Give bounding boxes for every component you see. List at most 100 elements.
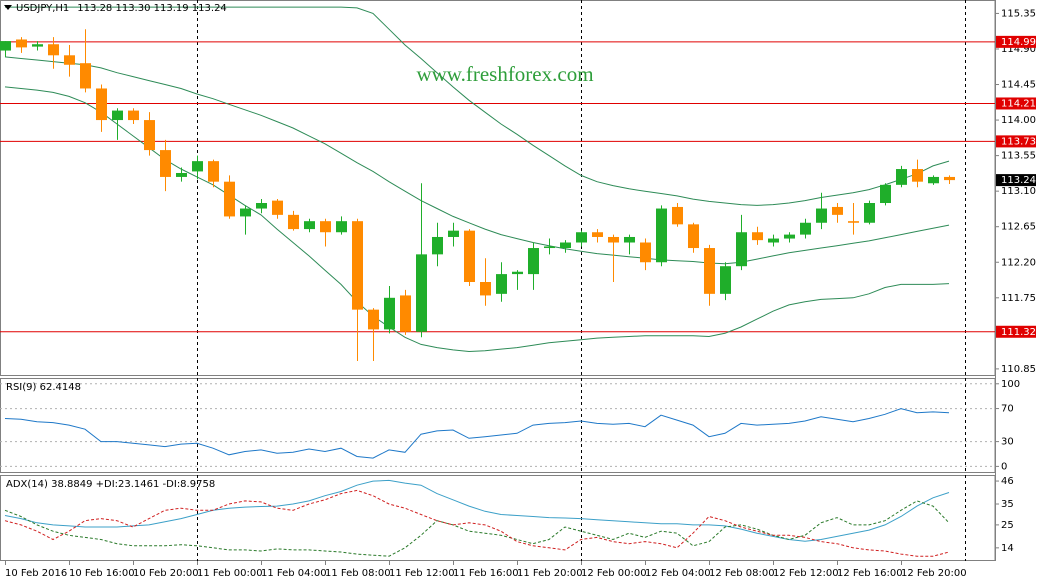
- y-tick-label: 113.55: [1001, 151, 1036, 162]
- y-tick-label: 111.75: [1001, 293, 1036, 304]
- y-tick-label: 25: [1001, 520, 1014, 531]
- candle-body: [208, 161, 219, 182]
- candle-body: [816, 208, 827, 223]
- y-tick-label: 114.00: [1001, 115, 1036, 126]
- candle-body: [496, 274, 507, 294]
- candle-body: [224, 181, 235, 217]
- candle-body: [240, 208, 251, 217]
- candle-body: [400, 295, 411, 332]
- candle-body: [512, 271, 523, 275]
- candle-body: [16, 39, 27, 48]
- level-label: 114.99: [1001, 37, 1036, 48]
- candle-body: [800, 222, 811, 235]
- candle-body: [0, 41, 11, 51]
- candle-body: [64, 55, 75, 65]
- candle-body: [320, 221, 331, 233]
- current-price-label: 113.24: [1001, 175, 1036, 186]
- candle-body: [80, 63, 91, 89]
- chart-title: USDJPY,H1: [16, 3, 69, 14]
- price-plot: [0, 6, 995, 361]
- candle-body: [160, 150, 171, 177]
- level-label: 114.21: [1001, 98, 1036, 109]
- y-tick-label: 110.85: [1001, 364, 1036, 375]
- y-tick-label: 112.20: [1001, 257, 1036, 268]
- candle-body: [272, 200, 283, 215]
- candle-body: [384, 297, 395, 330]
- indicator-title: ADX(14) 38.8849 +DI:23.1461 -DI:8.9758: [6, 479, 215, 490]
- candle-body: [880, 184, 891, 204]
- y-tick-label: 0: [1001, 461, 1007, 472]
- candle-body: [528, 248, 539, 275]
- y-tick-label: 70: [1001, 404, 1014, 415]
- watermark: www.freshforex.com: [416, 62, 593, 86]
- y-tick-label: 46: [1001, 476, 1014, 487]
- candle-body: [48, 44, 59, 56]
- candle-body: [576, 232, 587, 243]
- y-tick-label: 114.45: [1001, 80, 1036, 91]
- candle-body: [176, 172, 187, 177]
- candle-body: [944, 176, 955, 181]
- indicator-line: [4, 500, 950, 557]
- x-tick-label: 12 Feb 04:00: [645, 568, 711, 579]
- candle-body: [336, 221, 347, 233]
- x-tick-label: 12 Feb 20:00: [901, 568, 967, 579]
- level-label-box: [996, 35, 1036, 48]
- candle-body: [768, 238, 779, 243]
- x-tick-label: 12 Feb 08:00: [709, 568, 775, 579]
- candle-body: [32, 44, 43, 47]
- candle-body: [704, 248, 715, 294]
- y-tick-label: 100: [1001, 379, 1020, 390]
- x-tick-label: 11 Feb 00:00: [197, 568, 263, 579]
- candle-body: [304, 221, 315, 230]
- level-label-box: [996, 135, 1036, 148]
- candle-body: [256, 203, 267, 209]
- candle-body: [720, 266, 731, 294]
- candle-body: [464, 230, 475, 282]
- current-price-box: [996, 174, 1036, 187]
- x-tick-label: 11 Feb 04:00: [261, 568, 327, 579]
- y-tick-label: 14: [1001, 543, 1014, 554]
- y-tick-label: 115.35: [1001, 8, 1036, 19]
- x-tick-label: 11 Feb 20:00: [517, 568, 583, 579]
- candle-body: [192, 161, 203, 172]
- x-tick-label: 10 Feb 2016: [5, 568, 67, 579]
- candle-body: [544, 246, 555, 249]
- x-tick-label: 10 Feb 20:00: [133, 568, 199, 579]
- candle-body: [912, 169, 923, 182]
- candle-body: [896, 169, 907, 185]
- candle-body: [624, 236, 635, 243]
- level-label: 111.32: [1001, 327, 1036, 338]
- symbol-marker: [4, 5, 12, 10]
- indicator-line: [4, 479, 950, 542]
- candle-body: [432, 236, 443, 255]
- candle-body: [688, 224, 699, 249]
- candle-body: [112, 110, 123, 121]
- candle-body: [736, 232, 747, 267]
- level-label-box: [996, 325, 1036, 338]
- candle-body: [144, 120, 155, 151]
- bollinger-band: [4, 56, 950, 265]
- level-label: 113.73: [1001, 136, 1036, 147]
- candle-body: [752, 232, 763, 241]
- x-tick-label: 12 Feb 12:00: [773, 568, 839, 579]
- candle-body: [128, 110, 139, 121]
- candle-body: [608, 236, 619, 243]
- candle-body: [480, 282, 491, 296]
- candle-body: [656, 208, 667, 263]
- candle-body: [560, 242, 571, 249]
- bollinger-band: [5, 6, 950, 206]
- y-tick-label: 30: [1001, 437, 1014, 448]
- candle-body: [864, 203, 875, 223]
- candle-body: [832, 206, 843, 215]
- candle-body: [848, 221, 859, 223]
- chart-subtitle: 113.28 113.30 113.19 113.24: [77, 3, 227, 14]
- candle-body: [928, 176, 939, 184]
- x-tick-label: 11 Feb 16:00: [453, 568, 519, 579]
- indicator-line: [4, 489, 950, 557]
- candle-body: [368, 309, 379, 330]
- level-label-box: [996, 97, 1036, 110]
- indicator-plot: [4, 408, 950, 459]
- candle-body: [784, 234, 795, 239]
